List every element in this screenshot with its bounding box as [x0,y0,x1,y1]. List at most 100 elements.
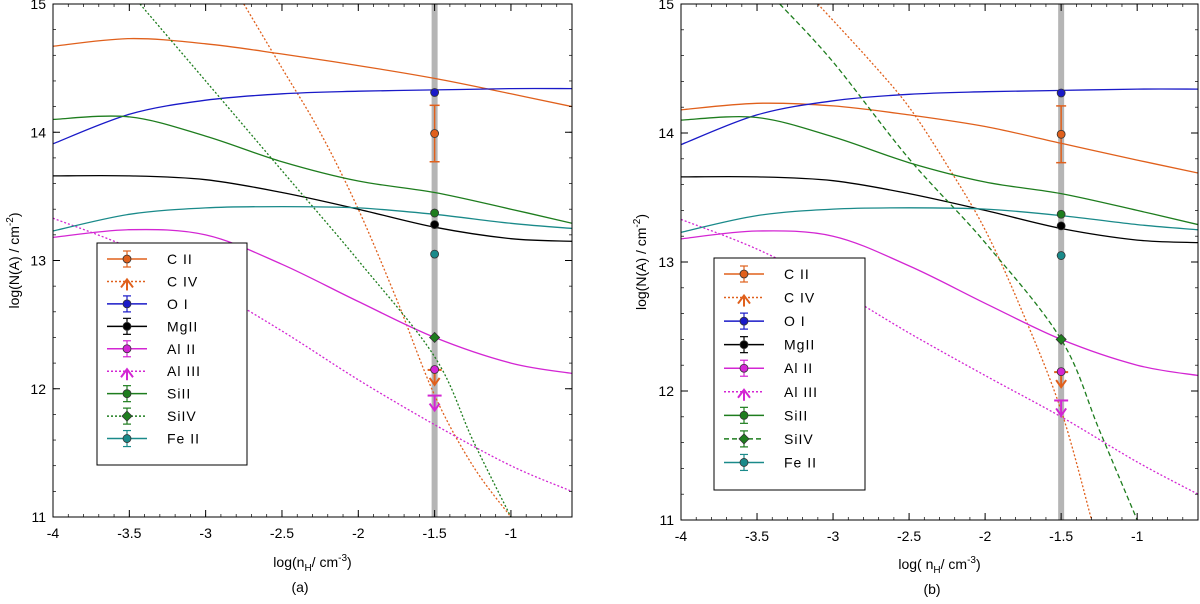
marker-al-ii [122,344,132,354]
series-line-mgii [53,174,572,242]
legend-item-al-iii: Al III [724,384,818,401]
marker-siiv [429,331,441,344]
y-tick-label: 13 [658,254,674,270]
series-line-siiv [779,4,1138,520]
x-tick-label: -1.5 [1049,528,1073,544]
x-tick-label: -1 [1131,528,1144,544]
legend-item-o-i: O I [724,312,805,330]
legend-item-mgii: MgII [107,317,198,335]
legend-label: Fe II [167,431,200,447]
marker-fe-ii [430,249,440,259]
upper-limit-arrow-al-iii [427,394,442,413]
marker-fe-ii [122,434,132,443]
legend-item-fe-ii: Fe II [107,429,200,448]
observed-points [427,88,442,413]
series-line-mgii [681,175,1198,244]
x-tick-label: -4 [47,525,60,541]
legend-item-c-ii: C II [724,265,810,283]
legend-label: SiII [784,407,808,423]
series-line-o-i [53,87,572,145]
y-tick-label: 12 [658,383,674,399]
x-tick-label: -2 [979,528,992,544]
legend-item-al-ii: Al II [724,359,812,377]
marker-siiv [1055,333,1067,345]
limit-head [1055,379,1067,389]
legend-label: SiIV [784,431,814,447]
series-line-siii [53,115,572,224]
y-tick-label: 12 [30,381,46,397]
legend-item-c-iv: C IV [107,273,198,291]
legend-item-siii: SiII [107,385,191,403]
legend-label: O I [167,296,189,312]
legend-label: SiII [167,386,191,402]
x-axis: -4 -3.5 -3 -2.5 -2 -1.5 -1 [47,4,573,541]
x-tick-label: -1 [505,525,518,541]
legend: C II C IV O I MgII Al II Al III SiII SiIV Fe II [96,242,248,466]
legend-label: Al III [167,363,201,379]
marker-siiv [738,433,750,445]
series-line-fe-ii [681,207,1198,233]
legend-box [713,257,866,491]
legend-label: C IV [167,273,198,289]
x-tick-label: -3.5 [117,525,141,541]
series-line-siiv [139,4,512,517]
y-axis-label: log(N(A) / cm-2) [5,212,22,308]
marker-o-i [430,88,440,97]
limit-head [428,402,441,413]
series-curves [681,4,1198,520]
marker-al-ii [430,365,440,374]
x-tick-label: -3 [827,528,840,544]
marker-mgii [430,220,440,229]
legend-label: C II [167,251,193,267]
x-tick-label: -2.5 [897,528,921,544]
y-tick-label: 15 [30,0,46,12]
legend-item-siii: SiII [724,406,808,424]
legend-label: MgII [784,337,815,353]
marker-siii [430,208,440,218]
x-tick-label: -3 [199,525,212,541]
legend-item-c-iv: C IV [724,290,815,307]
x-tick-label: -2.5 [270,525,294,541]
y-tick-label: 14 [658,125,674,141]
legend-item-siiv: SiIV [724,430,814,448]
x-axis-label: log(nH/ cm-3) [273,553,351,574]
limit-head [1055,407,1067,418]
legend-arrow [737,388,751,401]
x-tick-label: -1.5 [423,525,447,541]
legend-label: MgII [167,318,198,334]
legend-label: C II [784,266,810,282]
marker-o-i [1056,88,1066,98]
y-tick-label: 11 [31,509,46,525]
series-line-c-ii [53,37,572,108]
marker-mgii [122,321,132,331]
legend-item-o-i: O I [107,295,189,313]
marker-siii [1056,209,1066,219]
series-line-o-i [681,88,1198,146]
marker-fe-ii [739,458,749,467]
marker-c-ii [430,129,440,138]
marker-siii [122,389,132,399]
upper-limit-arrow-al-iii [1054,399,1069,418]
legend-label: Al III [784,384,818,400]
series-line-siii [681,116,1198,226]
marker-al-ii [1056,367,1066,377]
chart-panel-2: -4 -3.5 -3 -2.5 -2 -1.5 -1 11 12 13 14 15 log( nH/ c… [632,0,1199,597]
panel-caption: (a) [291,579,308,595]
y-axis: 11 12 13 14 15 [658,0,1198,528]
x-axis: -4 -3.5 -3 -2.5 -2 -1.5 -1 [675,4,1199,544]
legend-label: C IV [784,290,815,306]
legend: C II C IV O I MgII Al II Al III SiII SiIV Fe II [713,257,866,491]
marker-mgii [739,340,749,350]
series-line-c-iv [243,4,512,517]
x-tick-label: -4 [675,528,688,544]
y-axis: 11 12 13 14 15 [30,0,572,525]
chart-panel-1: -4 -3.5 -3 -2.5 -2 -1.5 -1 11 12 13 14 15 log(nH/ cm… [5,0,573,595]
marker-c-ii [739,269,749,279]
marker-c-ii [122,254,132,264]
series-line-al-ii [53,228,572,375]
series-line-c-iv [817,4,1093,520]
series-line-al-iii [681,218,1198,495]
marker-siii [739,410,749,420]
legend-arrow [737,293,751,307]
